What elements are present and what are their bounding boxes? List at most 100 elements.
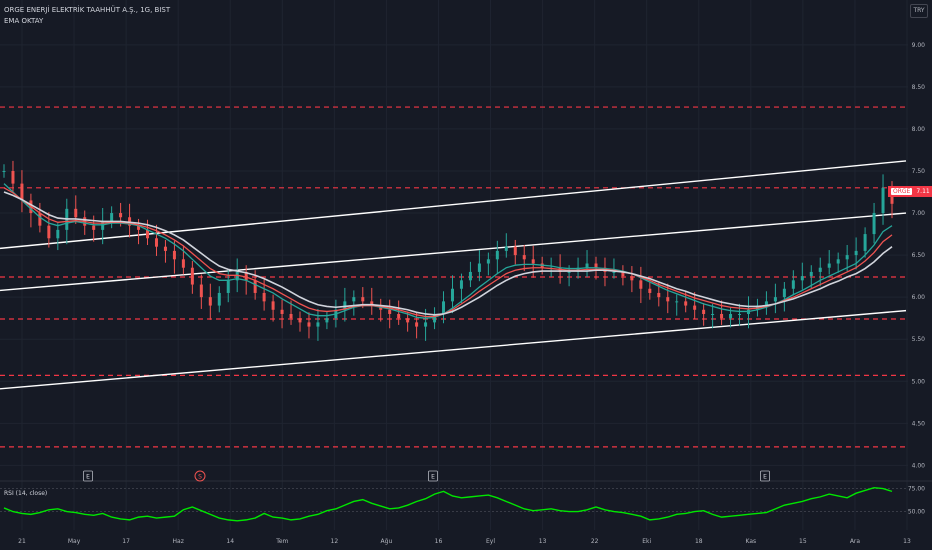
candle-body[interactable] (137, 225, 141, 230)
candle-body[interactable] (217, 292, 221, 306)
candle-body[interactable] (764, 301, 768, 306)
candle-body[interactable] (2, 170, 6, 172)
candle-body[interactable] (361, 297, 365, 302)
candle-body[interactable] (468, 271, 472, 281)
candle-body[interactable] (56, 229, 60, 239)
candle-body[interactable] (702, 309, 706, 314)
candle-body[interactable] (154, 238, 158, 247)
indicator-label[interactable]: EMA OKTAY (4, 17, 44, 25)
candle-body[interactable] (657, 292, 661, 298)
candle-body[interactable] (450, 288, 454, 302)
candle-body[interactable] (836, 259, 840, 264)
candle-body[interactable] (648, 288, 652, 293)
candle-body[interactable] (845, 255, 849, 260)
candle-body[interactable] (442, 301, 446, 314)
candle-body[interactable] (298, 318, 302, 323)
candle-body[interactable] (47, 225, 51, 239)
candle-body[interactable] (190, 267, 194, 285)
candle-body[interactable] (684, 301, 688, 306)
candle-body[interactable] (666, 297, 670, 302)
candle-body[interactable] (343, 301, 347, 310)
candle-body[interactable] (522, 255, 526, 260)
candle-body[interactable] (397, 313, 401, 319)
rsi-label[interactable]: RSI (14, close) (4, 490, 48, 497)
candle-body[interactable] (567, 271, 571, 273)
candle-body[interactable] (477, 263, 481, 272)
candle-body[interactable] (531, 259, 535, 264)
candle-body[interactable] (38, 213, 42, 226)
candle-body[interactable] (424, 322, 428, 327)
candle-body[interactable] (163, 246, 167, 251)
candle-body[interactable] (639, 280, 643, 289)
candle-body[interactable] (693, 305, 697, 310)
candle-body[interactable] (621, 271, 625, 277)
candle-body[interactable] (128, 217, 132, 226)
currency-badge[interactable]: TRY (910, 4, 928, 18)
candle-body[interactable] (459, 280, 463, 289)
candle-body[interactable] (800, 276, 804, 281)
earnings-event-marker[interactable] (760, 470, 770, 482)
channel-line[interactable] (0, 160, 907, 250)
candle-body[interactable] (20, 183, 24, 201)
candle-body[interactable] (612, 271, 616, 273)
candle-body[interactable] (307, 322, 311, 327)
candle-body[interactable] (11, 170, 15, 184)
ema-line[interactable] (3, 183, 893, 319)
candle-body[interactable] (172, 250, 176, 260)
candle-body[interactable] (146, 229, 150, 239)
candle-body[interactable] (388, 309, 392, 314)
candle-body[interactable] (92, 225, 96, 230)
earnings-event-marker[interactable] (428, 470, 438, 482)
candle-body[interactable] (872, 213, 876, 235)
candle-body[interactable] (119, 213, 123, 218)
candle-body[interactable] (675, 301, 679, 303)
ema-line[interactable] (3, 191, 893, 316)
candle-body[interactable] (827, 263, 831, 268)
candle-body[interactable] (325, 318, 329, 323)
candle-body[interactable] (773, 297, 777, 302)
candle-body[interactable] (316, 322, 320, 327)
candle-body[interactable] (244, 271, 248, 281)
candle-body[interactable] (791, 280, 795, 289)
candle-body[interactable] (101, 221, 105, 230)
candle-body[interactable] (280, 309, 284, 314)
candle-body[interactable] (262, 292, 266, 302)
candle-body[interactable] (594, 263, 598, 268)
candle-body[interactable] (406, 318, 410, 323)
candle-body[interactable] (271, 301, 275, 310)
rsi-line[interactable] (3, 486, 893, 522)
candle-body[interactable] (208, 297, 212, 306)
candle-body[interactable] (289, 313, 293, 319)
candle-body[interactable] (433, 313, 437, 323)
candle-body[interactable] (782, 288, 786, 298)
split-event-marker[interactable] (194, 470, 206, 482)
candle-body[interactable] (513, 246, 517, 256)
candle-body[interactable] (504, 246, 508, 251)
channel-line[interactable] (0, 309, 907, 390)
candle-body[interactable] (253, 280, 257, 293)
candle-body[interactable] (181, 259, 185, 268)
candle-body[interactable] (729, 313, 733, 319)
candle-body[interactable] (199, 284, 203, 298)
ema-line[interactable] (3, 187, 893, 318)
candle-body[interactable] (352, 297, 356, 302)
candle-body[interactable] (110, 213, 114, 222)
candle-body[interactable] (495, 250, 499, 260)
candle-body[interactable] (863, 234, 867, 251)
candle-body[interactable] (809, 271, 813, 277)
candle-body[interactable] (881, 187, 885, 214)
candle-body[interactable] (738, 313, 742, 315)
earnings-event-marker[interactable] (83, 470, 93, 482)
candle-body[interactable] (818, 267, 822, 272)
candle-body[interactable] (235, 271, 239, 281)
candle-body[interactable] (415, 322, 419, 327)
candle-body[interactable] (226, 280, 230, 293)
candle-body[interactable] (854, 250, 858, 256)
candle-body[interactable] (486, 259, 490, 264)
candle-body[interactable] (720, 313, 724, 319)
candle-body[interactable] (711, 313, 715, 315)
candle-body[interactable] (74, 208, 78, 218)
candle-body[interactable] (585, 263, 589, 268)
candle-body[interactable] (370, 301, 374, 306)
